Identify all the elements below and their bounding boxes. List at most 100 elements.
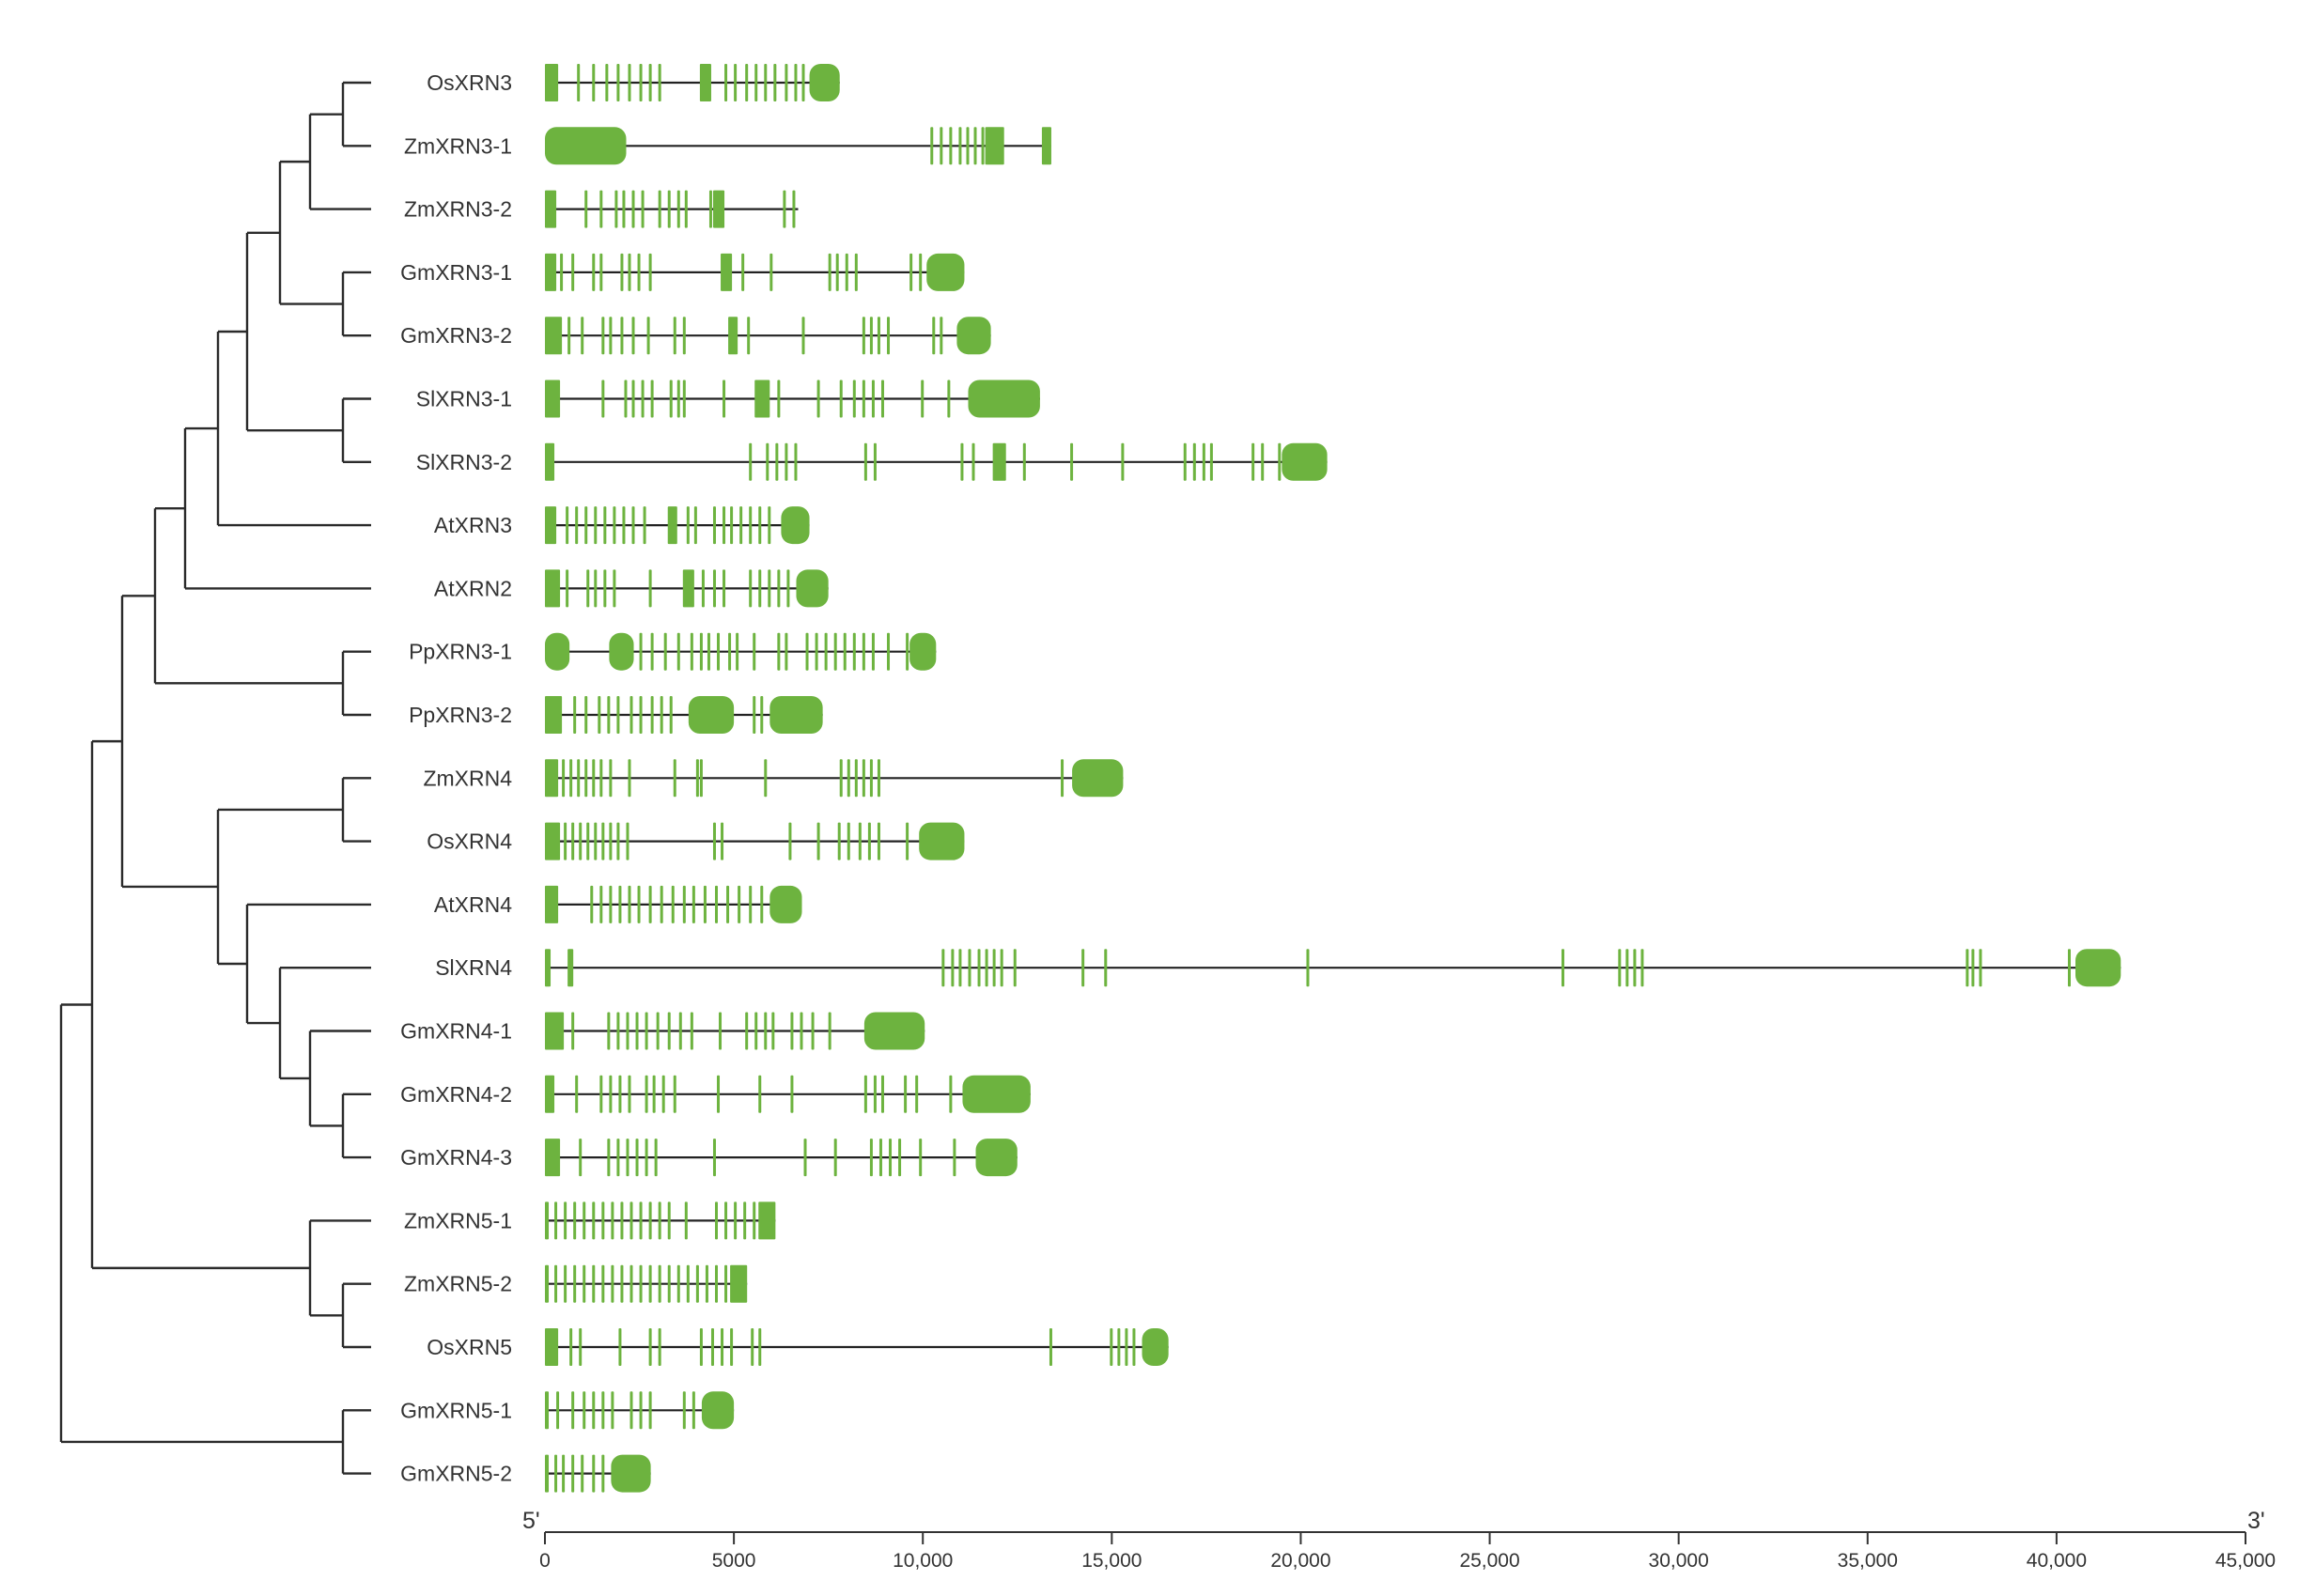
exon-block <box>571 1454 575 1493</box>
gene-structure-row <box>545 253 965 291</box>
gene-label: AtXRN4 <box>434 892 512 917</box>
exon-block <box>695 759 699 798</box>
exon-block <box>545 253 557 291</box>
exon-block <box>703 885 707 923</box>
exon-block <box>1633 949 1637 987</box>
exon-block <box>1618 949 1622 987</box>
exon-block <box>887 632 891 671</box>
exon-block <box>981 127 985 165</box>
exon-block <box>824 632 828 671</box>
exon-block <box>669 380 673 418</box>
axis-tick-label: 20,000 <box>1270 1550 1330 1572</box>
exon-block <box>688 696 735 734</box>
exon-block <box>973 127 977 165</box>
exon-block <box>1104 949 1108 987</box>
exon-block <box>758 1075 762 1113</box>
exon-block <box>1261 442 1265 481</box>
exon-block <box>968 949 971 987</box>
exon-block <box>684 190 688 228</box>
exon-block <box>753 632 756 671</box>
exon-block <box>554 1264 558 1303</box>
exon-block <box>785 442 788 481</box>
exon-block <box>699 1328 703 1366</box>
exon-block <box>562 1454 566 1493</box>
exon-block <box>1561 949 1564 987</box>
exon-block <box>545 190 557 228</box>
exon-block <box>667 1012 671 1050</box>
exon-block <box>554 1201 558 1240</box>
exon-block <box>887 317 891 355</box>
exon-block <box>790 1012 794 1050</box>
exon-block <box>975 1139 1018 1177</box>
exon-block <box>775 442 779 481</box>
exon-block <box>686 1264 690 1303</box>
gene-structure-row <box>545 1264 748 1303</box>
exon-block <box>953 1139 956 1177</box>
exon-block <box>919 253 923 291</box>
exon-block <box>721 822 724 860</box>
exon-block <box>545 1201 550 1240</box>
exon-block <box>749 885 753 923</box>
exon-block <box>601 1201 605 1240</box>
exon-block <box>545 632 570 671</box>
length-axis: 5' 3' 0 5000 10,000 15,000 20,000 25,000 30,00… <box>522 1508 2276 1572</box>
exon-block <box>676 632 680 671</box>
exon-block <box>692 885 695 923</box>
exon-block <box>783 190 786 228</box>
gene-labels: OsXRN3 ZmXRN3-1 ZmXRN3-2 GmXRN3-1 GmXRN3-2 Sl… <box>400 70 512 1486</box>
exon-block <box>1966 949 1969 987</box>
exon-block <box>971 442 975 481</box>
exon-block <box>545 949 552 987</box>
exon-block <box>736 632 739 671</box>
exon-block <box>650 632 654 671</box>
exon-block <box>1132 1328 1136 1366</box>
exon-block <box>777 632 781 671</box>
exon-block <box>592 64 596 101</box>
gene-structure-row <box>545 885 802 923</box>
gene-structure-row <box>545 1139 1018 1177</box>
exon-block <box>949 127 953 165</box>
exon-block <box>594 569 598 608</box>
axis-tick-label: 0 <box>539 1550 551 1572</box>
exon-block <box>564 822 567 860</box>
exon-block <box>614 190 618 228</box>
exon-block <box>620 253 624 291</box>
exon-block <box>667 506 677 545</box>
exon-block <box>839 759 843 798</box>
exon-block <box>545 569 561 608</box>
exon-block <box>616 822 620 860</box>
exon-block <box>571 253 575 291</box>
gene-label: GmXRN5-2 <box>400 1462 512 1486</box>
gene-label: SlXRN3-1 <box>416 387 512 411</box>
exon-block <box>663 632 667 671</box>
exon-block <box>701 1391 735 1430</box>
exon-block <box>660 885 663 923</box>
exon-block <box>545 1075 555 1113</box>
gene-label: OsXRN5 <box>427 1335 512 1359</box>
gene-label: SlXRN4 <box>435 955 512 980</box>
exon-block <box>1110 1328 1113 1366</box>
exon-block <box>835 253 839 291</box>
exon-block <box>786 569 790 608</box>
axis-tick-label: 30,000 <box>1649 1550 1709 1572</box>
gene-structure-row <box>545 632 937 671</box>
exon-block <box>616 1139 620 1177</box>
exon-block <box>992 442 1006 481</box>
exon-block <box>571 1391 575 1430</box>
exon-block <box>641 380 645 418</box>
exon-block <box>745 1012 749 1050</box>
exon-block <box>1117 1328 1121 1366</box>
exon-block <box>777 380 781 418</box>
exon-block <box>771 1012 775 1050</box>
exon-block <box>639 64 643 101</box>
exon-block <box>556 1391 560 1430</box>
exon-block <box>601 317 605 355</box>
exon-block <box>754 380 770 418</box>
exon-block <box>648 1201 652 1240</box>
exon-block <box>601 822 605 860</box>
exon-block <box>586 822 590 860</box>
exon-block <box>628 64 631 101</box>
exon-block <box>940 127 943 165</box>
exon-block <box>592 1264 596 1303</box>
